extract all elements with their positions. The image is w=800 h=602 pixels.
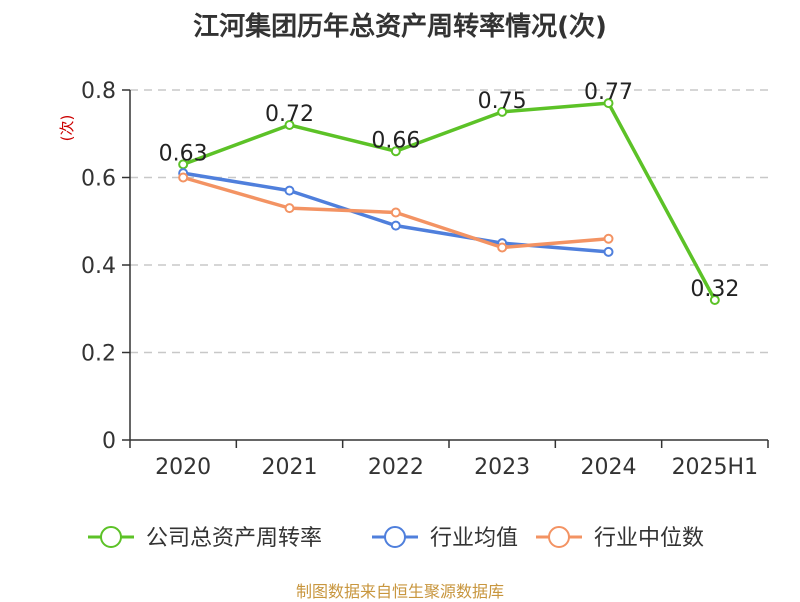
source-note: 制图数据来自恒生聚源数据库 xyxy=(295,582,504,601)
data-point xyxy=(390,207,401,218)
series-line-0 xyxy=(182,101,717,301)
data-label: 0.66 xyxy=(371,128,420,153)
data-label: 0.72 xyxy=(265,102,314,127)
data-point xyxy=(603,246,614,257)
x-tick-label: 2023 xyxy=(474,455,530,480)
data-point xyxy=(497,106,508,117)
data-point xyxy=(178,172,189,183)
data-point xyxy=(284,185,295,196)
legend-label: 公司总资产周转率 xyxy=(146,526,322,551)
data-point xyxy=(497,242,508,253)
data-point xyxy=(603,233,614,244)
data-point xyxy=(709,295,720,305)
legend-label: 行业中位数 xyxy=(594,526,704,551)
legend-marker xyxy=(548,526,570,548)
y-tick-label: 0 xyxy=(102,429,116,454)
y-tick-label: 0.2 xyxy=(81,342,116,367)
data-point xyxy=(603,98,614,109)
data-label: 0.32 xyxy=(690,277,739,302)
y-tick-label: 0.4 xyxy=(81,254,116,279)
x-tick-label: 2022 xyxy=(368,455,424,480)
data-point xyxy=(390,146,401,157)
data-label: 0.75 xyxy=(478,89,527,114)
data-label: 0.77 xyxy=(584,80,633,105)
data-label: 0.63 xyxy=(159,141,208,166)
y-axis-label: (次) xyxy=(58,115,76,142)
x-tick-label: 2020 xyxy=(155,455,211,480)
x-tick-label: 2021 xyxy=(262,455,318,480)
legend-marker xyxy=(100,526,122,548)
y-tick-label: 0.8 xyxy=(81,79,116,104)
y-tick-label: 0.6 xyxy=(81,167,116,192)
legend-label: 行业均值 xyxy=(430,526,518,551)
legend-marker xyxy=(384,526,406,548)
data-point xyxy=(390,220,401,231)
chart-title: 江河集团历年总资产周转率情况(次) xyxy=(193,12,607,42)
x-tick-label: 2024 xyxy=(581,455,637,480)
data-point xyxy=(284,120,295,130)
x-tick-label: 2025H1 xyxy=(672,455,759,480)
data-point xyxy=(284,203,295,214)
